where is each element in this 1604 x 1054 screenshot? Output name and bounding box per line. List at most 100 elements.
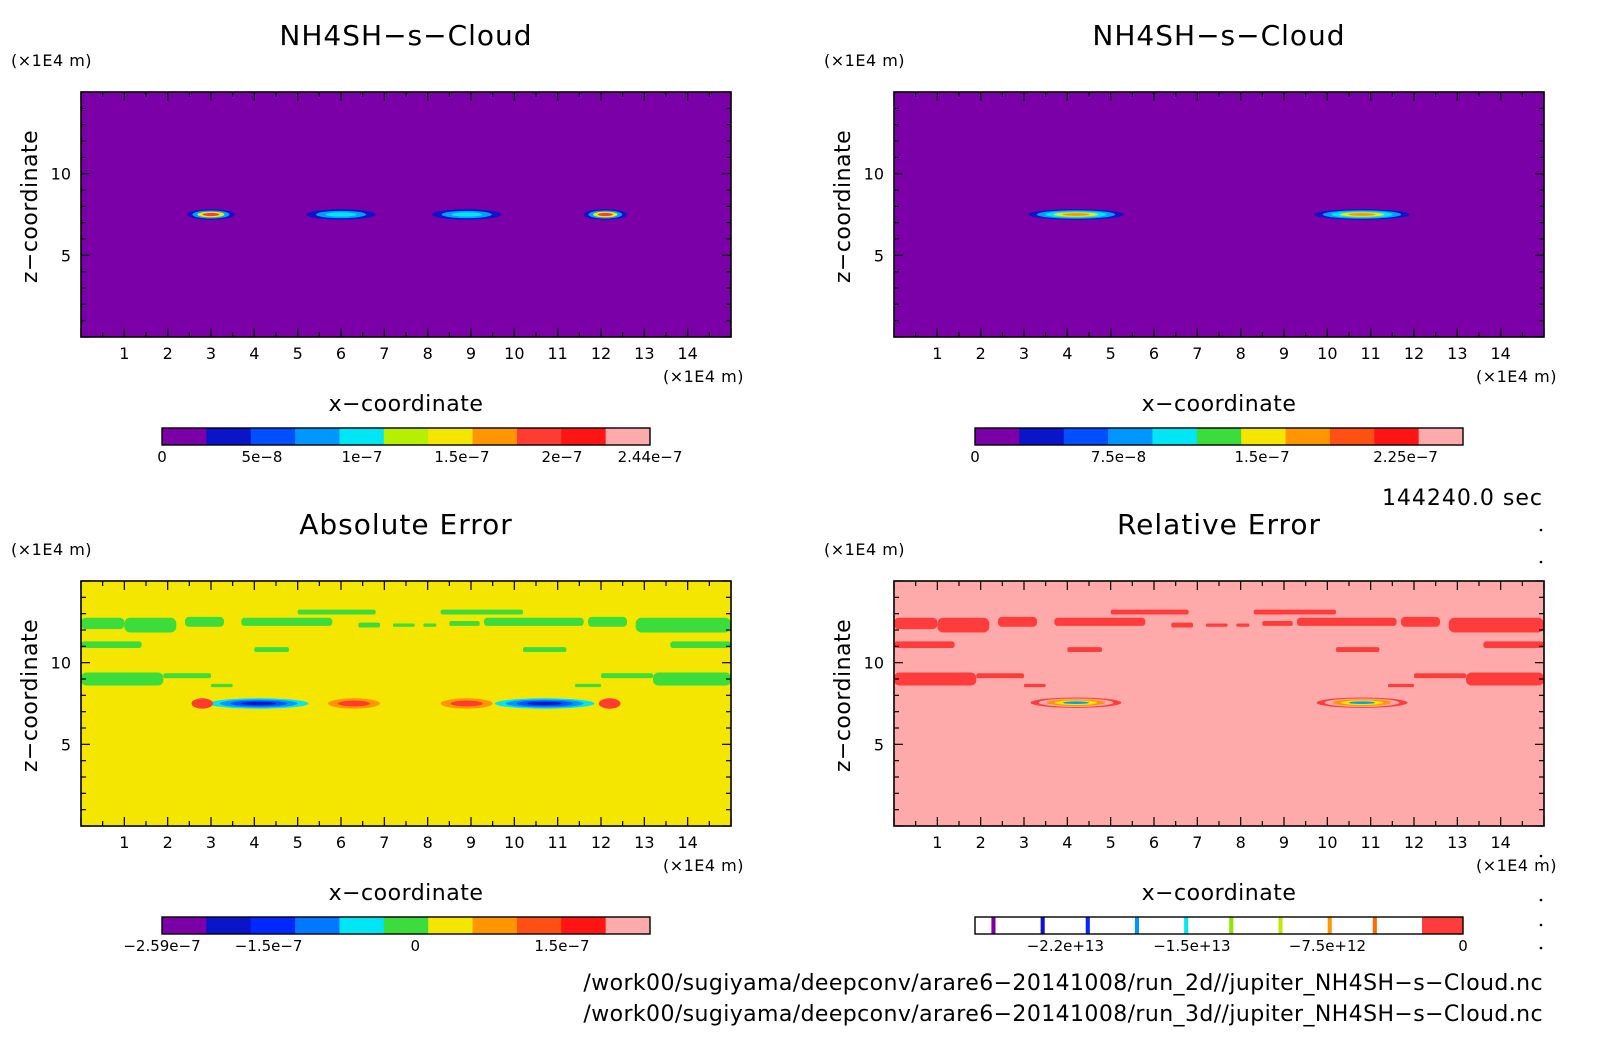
footer-line-2: /work00/sugiyama/deepconv/arare6−2014100… bbox=[583, 1002, 1543, 1027]
contour-patch bbox=[185, 616, 224, 627]
x-tick-label: 13 bbox=[634, 344, 654, 363]
cloud-contour-level bbox=[598, 698, 621, 709]
contour-patch bbox=[1067, 647, 1102, 653]
x-axis-unit: (×1E4 m) bbox=[1476, 856, 1557, 875]
contour-patch bbox=[588, 616, 627, 627]
x-tick-label: 1 bbox=[932, 344, 942, 363]
colorbar-label: −1.5e+13 bbox=[1153, 937, 1230, 955]
colorbar-swatch bbox=[605, 917, 651, 934]
colorbar-swatch bbox=[1019, 428, 1065, 445]
x-axis-unit: (×1E4 m) bbox=[663, 856, 744, 875]
y-tick-label: 5 bbox=[61, 246, 71, 265]
colorbar-label: −1.5e−7 bbox=[235, 937, 303, 955]
x-tick-label: 6 bbox=[1149, 344, 1159, 363]
colorbar-swatch bbox=[1184, 917, 1189, 934]
contour-patch bbox=[976, 673, 1024, 679]
x-tick-label: 4 bbox=[249, 833, 259, 852]
colorbar-swatch bbox=[295, 428, 340, 445]
colorbar: 0 5e−8 1e−7 1.5e−7 2e−7 2.44e−7 bbox=[157, 427, 682, 466]
x-tick-label: 3 bbox=[206, 344, 216, 363]
y-tick-label: 10 bbox=[864, 654, 884, 673]
contour-patch bbox=[211, 683, 233, 688]
contour-patch bbox=[484, 617, 584, 626]
plot-background bbox=[894, 581, 1544, 826]
chart-title: Absolute Error bbox=[299, 508, 513, 541]
contour-patch bbox=[1262, 621, 1293, 626]
x-tick-label: 10 bbox=[1317, 344, 1337, 363]
cloud-contour-level bbox=[597, 212, 613, 217]
cloud-feature bbox=[494, 698, 595, 709]
x-tick-label: 11 bbox=[547, 833, 567, 852]
y-axis-unit: (×1E4 m) bbox=[11, 51, 92, 70]
colorbar-label: 1e−7 bbox=[342, 448, 383, 466]
colorbar-label: 5e−8 bbox=[242, 448, 283, 466]
x-tick-label: 9 bbox=[1279, 833, 1289, 852]
cloud-contour-level bbox=[1349, 701, 1375, 705]
cloud-feature bbox=[583, 209, 627, 220]
colorbar-label: 1.5e−7 bbox=[434, 448, 489, 466]
colorbar-label: 0 bbox=[1458, 937, 1468, 955]
colorbar-swatch bbox=[339, 917, 385, 934]
contour-patch bbox=[1206, 623, 1228, 627]
colorbar-swatch bbox=[1139, 917, 1185, 934]
colorbar: 0 7.5e−8 1.5e−7 2.25e−7 bbox=[970, 427, 1464, 466]
panel-bottom-right: Relative Error(×1E4 m)1 2 3 4 5 6 7 8 9 10 11 12 13 1… bbox=[824, 508, 1557, 955]
x-tick-label: 6 bbox=[336, 344, 346, 363]
colorbar-swatch bbox=[472, 428, 518, 445]
contour-patch bbox=[894, 617, 938, 630]
x-axis-label: x−coordinate bbox=[1142, 392, 1297, 417]
x-tick-label: 8 bbox=[423, 833, 433, 852]
edge-dot bbox=[1539, 923, 1543, 927]
cloud-contour-level bbox=[325, 212, 357, 217]
cloud-feature bbox=[191, 698, 214, 709]
cloud-contour-level bbox=[191, 698, 214, 709]
cloud-feature bbox=[328, 698, 380, 709]
contour-patch bbox=[937, 617, 990, 633]
colorbar-label: 1.5e−7 bbox=[534, 937, 589, 955]
cloud-contour-level bbox=[1063, 701, 1089, 705]
contour-patch bbox=[523, 647, 567, 653]
contour-patch bbox=[998, 616, 1037, 627]
x-tick-label: 4 bbox=[1062, 344, 1072, 363]
y-tick-label: 10 bbox=[51, 165, 71, 184]
colorbar-frame bbox=[161, 916, 651, 935]
cloud-contour-level bbox=[1348, 213, 1376, 216]
x-tick-label: 12 bbox=[1404, 833, 1424, 852]
colorbar-swatch bbox=[1418, 428, 1464, 445]
plot-field bbox=[81, 609, 731, 709]
panel-top-right: NH4SH−s−Cloud(×1E4 m)1 2 3 4 5 6 7 8 9 10 11 12 13 14… bbox=[824, 19, 1557, 466]
x-tick-label: 5 bbox=[1106, 833, 1116, 852]
colorbar-swatch bbox=[975, 428, 1020, 445]
x-tick-label: 14 bbox=[1490, 833, 1510, 852]
x-tick-label: 7 bbox=[1192, 833, 1202, 852]
colorbar-label: 7.5e−8 bbox=[1091, 448, 1146, 466]
cloud-contour-level bbox=[241, 701, 276, 706]
contour-patch bbox=[1414, 673, 1466, 679]
colorbar-swatch bbox=[472, 917, 518, 934]
colorbar-swatch bbox=[995, 917, 1042, 934]
x-tick-label: 3 bbox=[1019, 833, 1029, 852]
contour-patch bbox=[254, 647, 289, 653]
contour-patch bbox=[358, 622, 380, 628]
colorbar-swatch bbox=[1278, 917, 1284, 934]
x-tick-label: 12 bbox=[1404, 344, 1424, 363]
cloud-contour-level bbox=[450, 700, 483, 707]
colorbar-swatch bbox=[1044, 917, 1087, 934]
contour-patch bbox=[124, 617, 177, 633]
x-tick-label: 8 bbox=[1236, 833, 1246, 852]
contour-patch bbox=[1236, 623, 1250, 627]
x-tick-label: 13 bbox=[1447, 344, 1467, 363]
colorbar-swatch bbox=[516, 428, 562, 445]
chart-title: NH4SH−s−Cloud bbox=[1092, 19, 1345, 52]
colorbar-swatch bbox=[162, 428, 207, 445]
contour-patch bbox=[1024, 683, 1046, 688]
contour-patch bbox=[1401, 616, 1440, 627]
panel-top-left: NH4SH−s−Cloud(×1E4 m)1 2 3 4 5 6 7 8 9 10 11 12 13 14… bbox=[11, 19, 744, 466]
colorbar-swatch bbox=[428, 917, 474, 934]
x-tick-label: 11 bbox=[547, 344, 567, 363]
x-tick-label: 10 bbox=[1317, 833, 1337, 852]
x-tick-label: 1 bbox=[119, 344, 129, 363]
contour-patch bbox=[423, 623, 437, 627]
colorbar-swatch bbox=[1233, 917, 1279, 934]
